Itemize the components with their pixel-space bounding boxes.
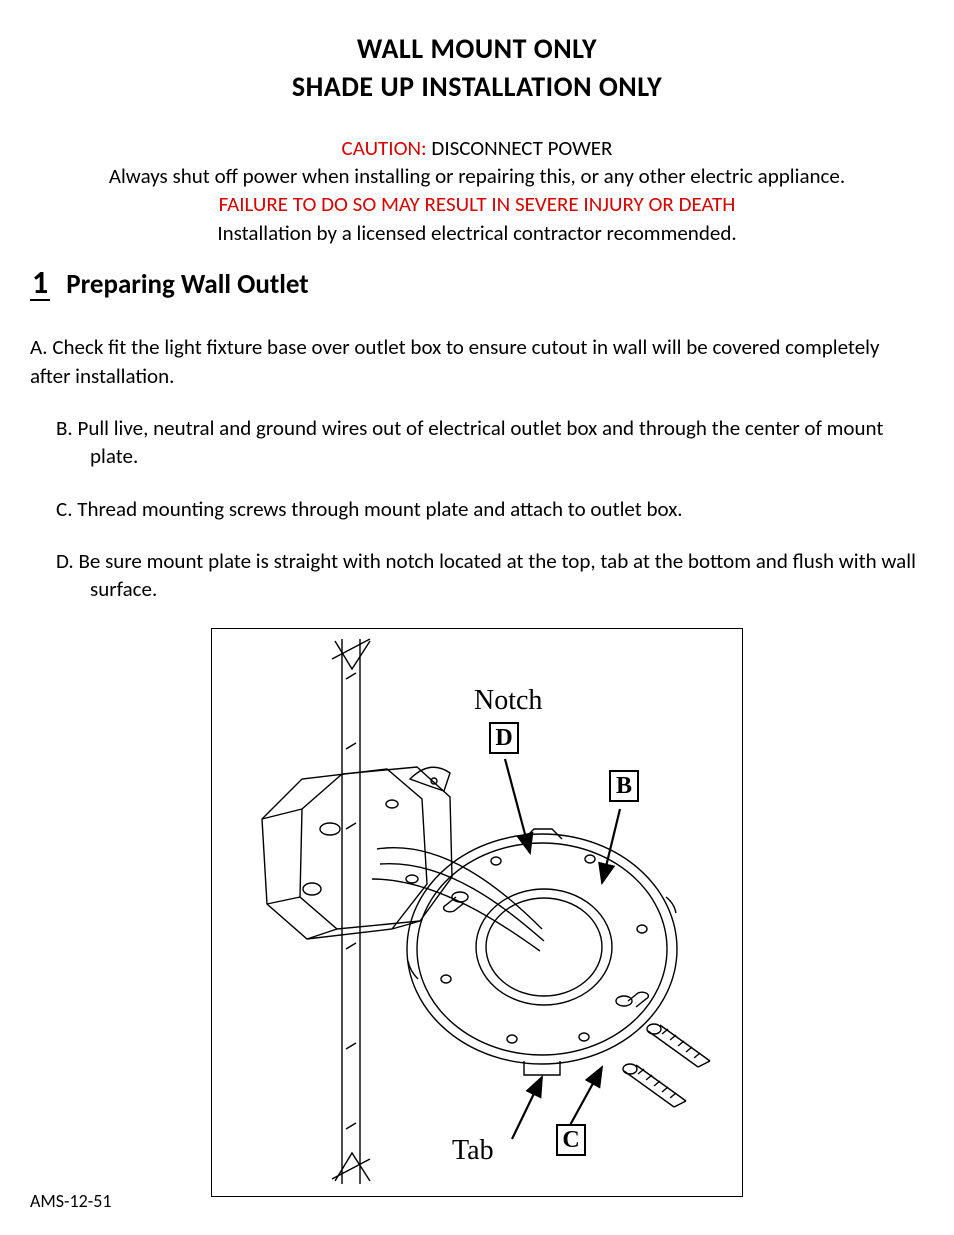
caution-block: CAUTION: DISCONNECT POWER Always shut of…: [30, 134, 924, 247]
section-number: 1: [30, 267, 50, 301]
installation-diagram: Notch D B Tab C: [211, 628, 743, 1197]
step-c: C. Thread mounting screws through mount …: [30, 495, 924, 523]
caution-warning: FAILURE TO DO SO MAY RESULT IN SEVERE IN…: [219, 191, 736, 217]
svg-text:D: D: [495, 725, 512, 751]
step-b: B. Pull live, neutral and ground wires o…: [30, 414, 924, 471]
step-d: D. Be sure mount plate is straight with …: [30, 547, 924, 604]
page-title: WALL MOUNT ONLY SHADE UP INSTALLATION ON…: [30, 30, 924, 106]
caution-prefix: CAUTION:: [342, 135, 427, 161]
title-line-2: SHADE UP INSTALLATION ONLY: [292, 69, 662, 104]
svg-text:Tab: Tab: [452, 1135, 494, 1166]
section-heading: 1 Preparing Wall Outlet: [30, 267, 924, 303]
caution-line-2: Always shut off power when installing or…: [109, 163, 845, 189]
svg-text:Notch: Notch: [474, 685, 542, 716]
section-title: Preparing Wall Outlet: [66, 267, 308, 303]
svg-text:B: B: [616, 773, 632, 799]
title-line-1: WALL MOUNT ONLY: [357, 31, 597, 66]
svg-text:C: C: [562, 1127, 579, 1153]
caution-text: DISCONNECT POWER: [427, 135, 613, 161]
figure-container: Notch D B Tab C: [30, 628, 924, 1197]
step-a: A. Check fit the light fixture base over…: [30, 333, 924, 390]
caution-line-4: Installation by a licensed electrical co…: [217, 220, 736, 246]
footer-code: AMS-12-51: [30, 1189, 112, 1213]
